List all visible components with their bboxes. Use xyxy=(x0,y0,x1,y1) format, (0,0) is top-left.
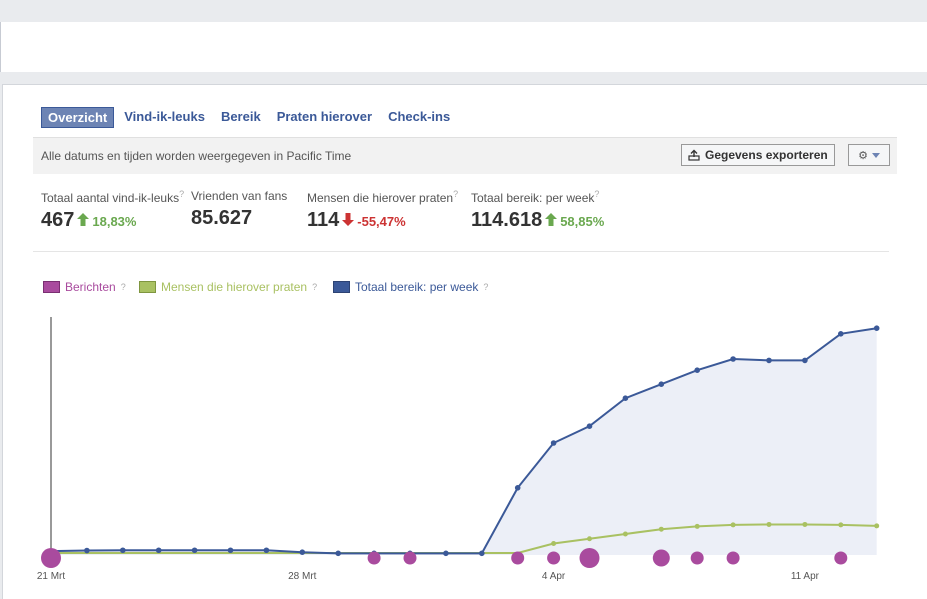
tab-check-ins[interactable]: Check-ins xyxy=(388,109,451,124)
stat-talking-about: Mensen die hierover praten? 114 -55,47% xyxy=(307,189,458,232)
talking-point xyxy=(694,523,700,529)
reach-point xyxy=(120,547,126,554)
reach-point xyxy=(155,547,162,554)
help-icon[interactable]: ? xyxy=(179,189,185,199)
help-icon[interactable]: ? xyxy=(453,189,459,199)
talking-point xyxy=(587,536,592,542)
gear-icon: ⚙ xyxy=(858,149,868,162)
posts-bubble xyxy=(834,551,848,565)
talking-point xyxy=(658,526,664,532)
reach-point xyxy=(838,331,844,337)
stat-label: Totaal aantal vind-ik-leuks? xyxy=(41,189,185,205)
reach-point xyxy=(227,547,234,554)
reach-point xyxy=(335,550,342,557)
help-icon[interactable]: ? xyxy=(483,282,489,292)
stat-value: 114.618 xyxy=(471,209,543,231)
talking-point xyxy=(874,523,880,529)
chevron-down-icon xyxy=(871,152,880,158)
stat-value: 114 xyxy=(307,209,340,231)
arrow-down-icon xyxy=(342,213,355,226)
timezone-notice: Alle datums en tijden worden weergegeven… xyxy=(41,149,352,163)
talking-point xyxy=(802,521,808,527)
page-header xyxy=(0,22,927,72)
reach-point xyxy=(694,367,700,374)
talking-point xyxy=(730,522,736,528)
stat-value: 467 xyxy=(41,209,75,231)
export-label: Gegevens exporteren xyxy=(705,148,828,162)
legend-swatch xyxy=(43,281,60,293)
legend-bereik[interactable]: Totaal bereik: per week? xyxy=(333,280,488,294)
stat-total-likes: Totaal aantal vind-ik-leuks? 467 18,83% xyxy=(41,189,184,232)
legend-label: Berichten xyxy=(65,280,116,294)
reach-point xyxy=(299,549,306,555)
posts-bubble xyxy=(547,551,561,565)
tab-vind-ik-leuks[interactable]: Vind-ik-leuks xyxy=(124,109,205,124)
legend-berichten[interactable]: Berichten? xyxy=(43,280,126,294)
posts-bubble xyxy=(579,548,600,568)
reach-point xyxy=(766,357,772,364)
legend-label: Mensen die hierover praten xyxy=(161,280,308,294)
talking-point xyxy=(551,540,557,546)
tab-bar: Overzicht Vind-ik-leuks Bereik Praten hi… xyxy=(41,107,456,128)
posts-bubble xyxy=(41,548,61,568)
posts-bubble xyxy=(403,551,417,565)
top-strip xyxy=(0,0,927,22)
arrow-up-icon xyxy=(545,213,558,226)
x-tick-label: 4 Apr xyxy=(542,571,566,582)
posts-bubble xyxy=(726,551,740,565)
tab-overzicht[interactable]: Overzicht xyxy=(41,107,115,128)
reach-point xyxy=(658,381,665,388)
stat-change: -55,47% xyxy=(357,214,406,229)
x-tick-label: 28 Mrt xyxy=(288,571,317,582)
stat-label: Totaal bereik: per week? xyxy=(471,189,600,205)
export-button[interactable]: Gegevens exporteren xyxy=(681,144,835,166)
insights-panel: Overzicht Vind-ik-leuks Bereik Praten hi… xyxy=(2,84,927,599)
posts-bubble xyxy=(511,551,525,565)
reach-point xyxy=(84,547,90,554)
help-icon[interactable]: ? xyxy=(120,282,126,292)
export-icon xyxy=(688,149,700,161)
arrow-up-icon xyxy=(77,213,90,226)
reach-chart: 21 Mrt 28 Mrt 4 Apr 11 Apr xyxy=(37,317,880,582)
stat-total-reach: Totaal bereik: per week? 114.618 58,85% xyxy=(471,189,604,232)
help-icon[interactable]: ? xyxy=(312,282,318,292)
reach-point xyxy=(622,395,629,402)
reach-area xyxy=(51,328,877,555)
reach-point xyxy=(514,485,521,491)
stat-change: 58,85% xyxy=(560,214,605,229)
stat-change: 18,83% xyxy=(92,214,137,229)
tab-praten-hierover[interactable]: Praten hierover xyxy=(276,109,373,124)
reach-point xyxy=(263,547,270,554)
stat-friends-of-fans: Vrienden van fans 85.627 xyxy=(191,189,287,230)
posts-bubble xyxy=(367,551,381,565)
talking-point xyxy=(622,531,628,537)
stat-label: Mensen die hierover praten? xyxy=(307,189,459,205)
stat-value: 85.627 xyxy=(191,207,253,229)
tab-bereik[interactable]: Bereik xyxy=(220,109,261,124)
reach-point xyxy=(873,325,880,331)
reach-point xyxy=(191,547,198,554)
divider xyxy=(33,251,889,252)
talking-point xyxy=(838,522,844,528)
reach-point xyxy=(443,550,449,557)
reach-point xyxy=(730,356,736,362)
timezone-bar: Alle datums en tijden worden weergegeven… xyxy=(33,137,897,174)
help-icon[interactable]: ? xyxy=(594,189,600,199)
settings-menu-button[interactable]: ⚙ xyxy=(848,144,890,166)
legend-swatch xyxy=(139,281,156,293)
legend-label: Totaal bereik: per week xyxy=(355,280,479,294)
stat-label: Vrienden van fans xyxy=(191,189,288,203)
reach-point xyxy=(479,550,485,557)
legend-praten[interactable]: Mensen die hierover praten? xyxy=(139,280,317,294)
posts-bubble xyxy=(690,551,704,565)
reach-line xyxy=(50,327,877,555)
x-tick-label: 11 Apr xyxy=(791,571,820,582)
reach-point xyxy=(550,440,557,446)
posts-bubble xyxy=(652,549,670,567)
reach-point xyxy=(802,357,808,364)
x-tick-label: 21 Mrt xyxy=(37,571,66,582)
talking-point xyxy=(766,521,772,527)
legend-swatch xyxy=(333,281,350,293)
reach-point xyxy=(586,423,593,430)
